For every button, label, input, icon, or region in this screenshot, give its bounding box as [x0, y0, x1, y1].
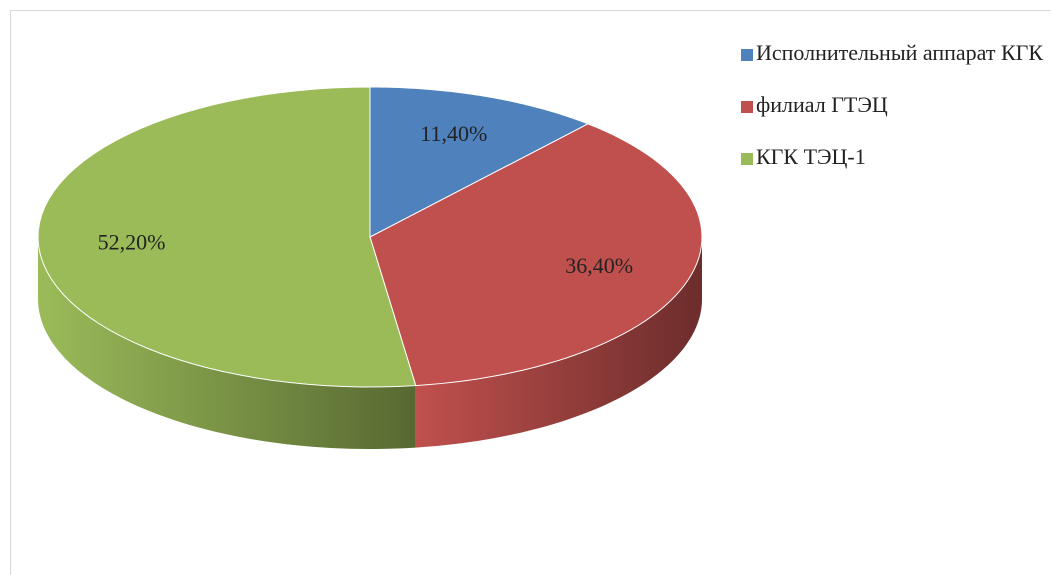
legend-swatch: [741, 101, 753, 113]
data-label: 52,20%: [98, 230, 166, 255]
legend-label: филиал ГТЭЦ: [756, 92, 888, 117]
pie-slice: [369, 86, 590, 238]
legend-label: КГК ТЭЦ-1: [756, 144, 866, 169]
legend-swatch: [741, 153, 753, 165]
pie-side-shade: [415, 237, 702, 448]
legend-label: Исполнительный аппарат КГК: [756, 40, 1043, 65]
pie-slice: [37, 86, 417, 388]
pie-side-shade: [38, 237, 416, 449]
legend-swatch: [741, 49, 753, 61]
data-label: 36,40%: [565, 253, 633, 278]
data-label: 11,40%: [420, 121, 487, 146]
pie-slice: [369, 123, 703, 387]
